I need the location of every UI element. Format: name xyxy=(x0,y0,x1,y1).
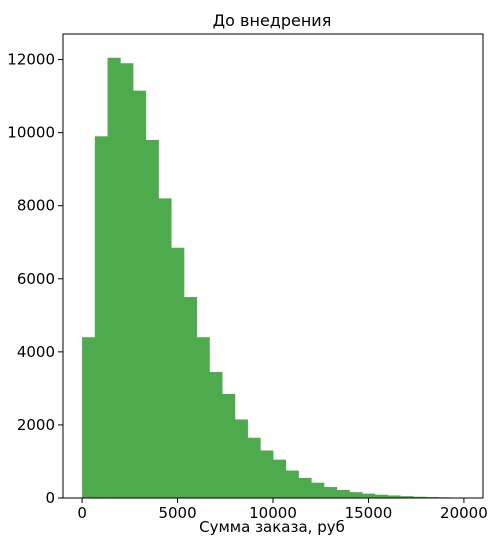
y-tick-label: 10000 xyxy=(7,124,55,142)
histogram-bar-10 xyxy=(209,372,222,498)
x-tick-label: 20000 xyxy=(440,504,488,522)
x-tick-label: 5000 xyxy=(158,504,196,522)
histogram-bars xyxy=(82,58,464,498)
histogram-bar-22 xyxy=(362,494,375,498)
y-tick-label: 4000 xyxy=(17,343,55,361)
histogram-bar-0 xyxy=(82,337,95,498)
chart-title: До внедрения xyxy=(213,11,332,30)
histogram-bar-5 xyxy=(146,140,159,498)
histogram-bar-17 xyxy=(298,478,311,498)
y-axis-ticks: 0 2000 4000 6000 8000 10000 12000 xyxy=(7,51,63,507)
histogram-bar-19 xyxy=(324,487,337,498)
x-tick-label: 0 xyxy=(77,504,87,522)
y-tick-label: 12000 xyxy=(7,51,55,69)
histogram-bar-9 xyxy=(197,337,210,498)
histogram-bar-12 xyxy=(235,419,248,498)
y-tick-label: 0 xyxy=(45,489,55,507)
x-tick-label: 15000 xyxy=(345,504,393,522)
histogram-bar-21 xyxy=(349,492,362,498)
histogram-bar-13 xyxy=(248,438,261,498)
histogram-bar-14 xyxy=(260,451,273,499)
histogram-bar-4 xyxy=(133,91,146,498)
histogram-bar-15 xyxy=(273,460,286,498)
histogram-bar-18 xyxy=(311,483,324,498)
y-tick-label: 2000 xyxy=(17,416,55,434)
histogram-bar-16 xyxy=(286,471,299,498)
histogram-bar-3 xyxy=(120,63,133,498)
y-tick-label: 6000 xyxy=(17,270,55,288)
histogram-bar-7 xyxy=(171,248,184,498)
histogram-bar-6 xyxy=(158,198,171,498)
histogram-bar-11 xyxy=(222,394,235,498)
histogram-bar-1 xyxy=(95,136,108,498)
histogram-bar-2 xyxy=(108,58,121,498)
x-axis-label: Сумма заказа, руб xyxy=(199,518,345,536)
histogram-bar-8 xyxy=(184,297,197,498)
histogram-bar-20 xyxy=(337,490,350,498)
y-tick-label: 8000 xyxy=(17,197,55,215)
